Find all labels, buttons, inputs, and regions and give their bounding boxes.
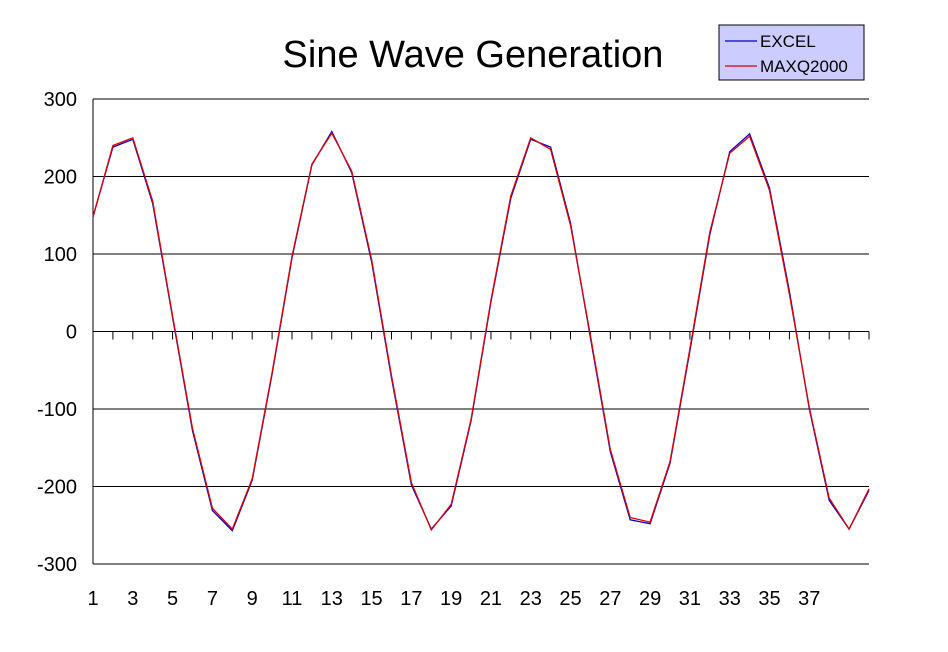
x-tick-label: 33: [719, 588, 741, 610]
grid-lines: [93, 98, 869, 565]
chart-title: Sine Wave Generation: [283, 34, 664, 76]
legend-label-excel: EXCEL: [760, 32, 816, 51]
legend-label-maxq2000: MAXQ2000: [760, 57, 848, 76]
y-axis-tick-labels: 300 200 100 0 -100 -200 -300: [37, 89, 77, 576]
y-tick-label: 0: [66, 322, 77, 344]
series-line-maxq2000: [92, 131, 870, 532]
x-tick-label: 21: [480, 588, 502, 610]
x-tick-label: 35: [758, 588, 780, 610]
x-tick-label: 19: [440, 588, 462, 610]
x-tick-label: 5: [167, 588, 178, 610]
axes: [92, 99, 870, 564]
x-tick-label: 13: [321, 588, 343, 610]
x-tick-label: 11: [282, 588, 303, 610]
y-tick-label: 300: [44, 89, 77, 111]
y-tick-label: 200: [44, 167, 77, 189]
series-lines: [92, 130, 870, 532]
x-axis-tick-labels: 1 3 5 7 9 11 13 15 17 19 21 23 25 27 29 31 33 35 37: [87, 588, 820, 610]
x-tick-label: 3: [127, 588, 138, 610]
x-tick-label: 25: [559, 588, 581, 610]
x-tick-label: 17: [400, 588, 422, 610]
x-tick-label: 9: [247, 588, 258, 610]
y-tick-label: 100: [44, 244, 77, 266]
x-tick-label: 27: [599, 588, 621, 610]
y-tick-label: -300: [37, 554, 77, 576]
x-tick-label: 7: [207, 588, 218, 610]
x-tick-label: 1: [87, 588, 98, 610]
x-tick-label: 23: [520, 588, 542, 610]
x-tick-label: 29: [639, 588, 661, 610]
x-tick-label: 37: [798, 588, 820, 610]
legend-box: [718, 24, 865, 81]
x-tick-label: 15: [360, 588, 382, 610]
legend: EXCEL MAXQ2000: [718, 24, 865, 81]
y-tick-label: -200: [37, 477, 77, 499]
x-tick-label: 31: [679, 588, 701, 610]
y-tick-label: -100: [37, 399, 77, 421]
